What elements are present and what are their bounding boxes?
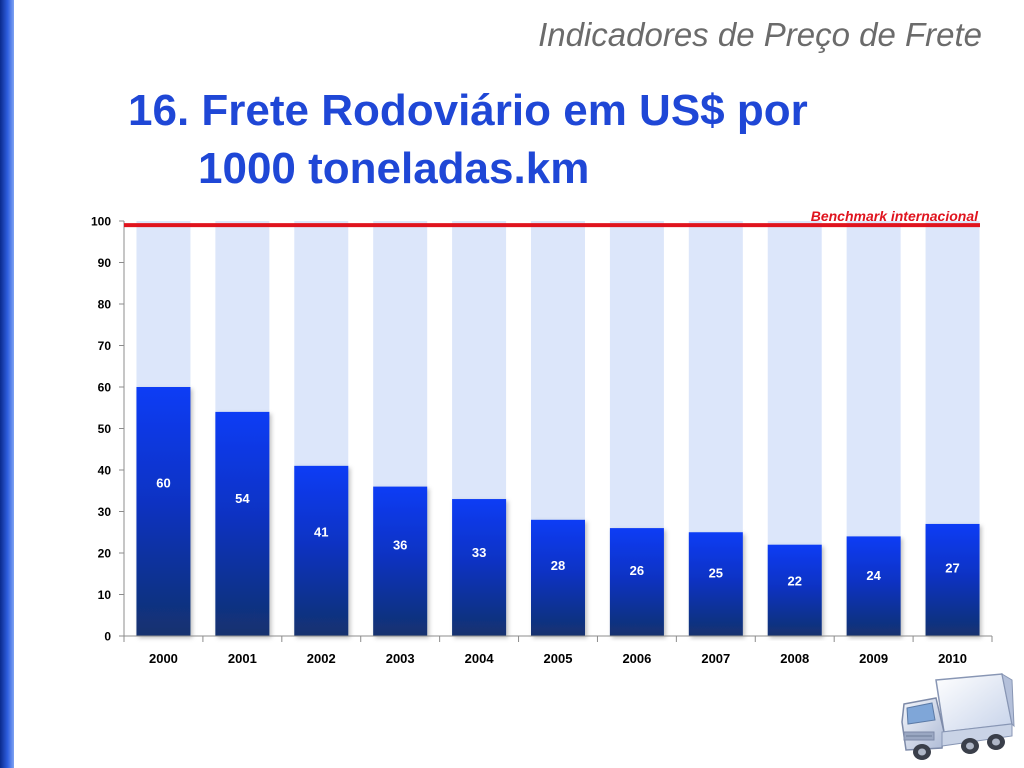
data-label-2006: 26 xyxy=(630,563,644,578)
bar-2007 xyxy=(688,532,743,636)
y-tick-label-40: 40 xyxy=(98,464,112,478)
benchmark-label: Benchmark internacional xyxy=(811,208,979,224)
header-title: Indicadores de Preço de Frete xyxy=(538,16,982,53)
x-tick-label-2007: 2007 xyxy=(701,651,730,666)
bar-2002 xyxy=(294,465,349,636)
y-tick-label-0: 0 xyxy=(104,630,111,644)
bar-2004 xyxy=(452,499,507,636)
data-label-2000: 60 xyxy=(156,476,170,491)
bar-2000 xyxy=(136,387,191,636)
x-tick-label-2002: 2002 xyxy=(307,651,336,666)
y-tick-label-10: 10 xyxy=(98,588,112,602)
y-tick-label-80: 80 xyxy=(98,298,112,312)
bar-2005 xyxy=(531,519,585,636)
x-tick-label-2010: 2010 xyxy=(938,651,967,666)
slide-title-line1: 16. Frete Rodoviário em US$ por xyxy=(128,86,808,135)
x-tick-label-2006: 2006 xyxy=(622,651,651,666)
data-label-2008: 22 xyxy=(787,573,801,588)
data-label-2005: 28 xyxy=(551,558,565,573)
slide-title-line2: 1000 toneladas.km xyxy=(198,144,590,193)
x-tick-label-2009: 2009 xyxy=(859,651,888,666)
y-tick-label-20: 20 xyxy=(98,547,112,561)
x-tick-label-2005: 2005 xyxy=(544,651,573,666)
x-tick-label-2001: 2001 xyxy=(228,651,257,666)
y-tick-label-90: 90 xyxy=(98,256,112,270)
y-tick-label-100: 100 xyxy=(91,215,111,229)
data-label-2007: 25 xyxy=(709,566,723,581)
x-tick-label-2003: 2003 xyxy=(386,651,415,666)
data-label-2004: 33 xyxy=(472,545,486,560)
data-label-2001: 54 xyxy=(235,491,250,506)
bar-2003 xyxy=(373,486,428,636)
y-tick-label-50: 50 xyxy=(98,422,112,436)
data-label-2010: 27 xyxy=(945,561,959,576)
bar-2006 xyxy=(609,528,664,636)
delivery-truck-icon xyxy=(901,672,1015,760)
x-tick-label-2008: 2008 xyxy=(780,651,809,666)
data-label-2002: 41 xyxy=(314,525,328,540)
left-accent-bar xyxy=(0,0,14,768)
x-tick-label-2004: 2004 xyxy=(465,651,495,666)
y-tick-label-70: 70 xyxy=(98,339,112,353)
y-tick-label-60: 60 xyxy=(98,381,112,395)
bar-2001 xyxy=(215,411,270,636)
y-tick-label-30: 30 xyxy=(98,505,112,519)
bar-2010 xyxy=(925,523,980,636)
slide-title: 16. Frete Rodoviário em US$ por 1000 ton… xyxy=(128,82,908,198)
bar-2009 xyxy=(846,536,901,636)
data-label-2009: 24 xyxy=(866,568,881,583)
data-label-2003: 36 xyxy=(393,537,407,552)
bar-2008 xyxy=(767,544,822,636)
x-tick-label-2000: 2000 xyxy=(149,651,178,666)
